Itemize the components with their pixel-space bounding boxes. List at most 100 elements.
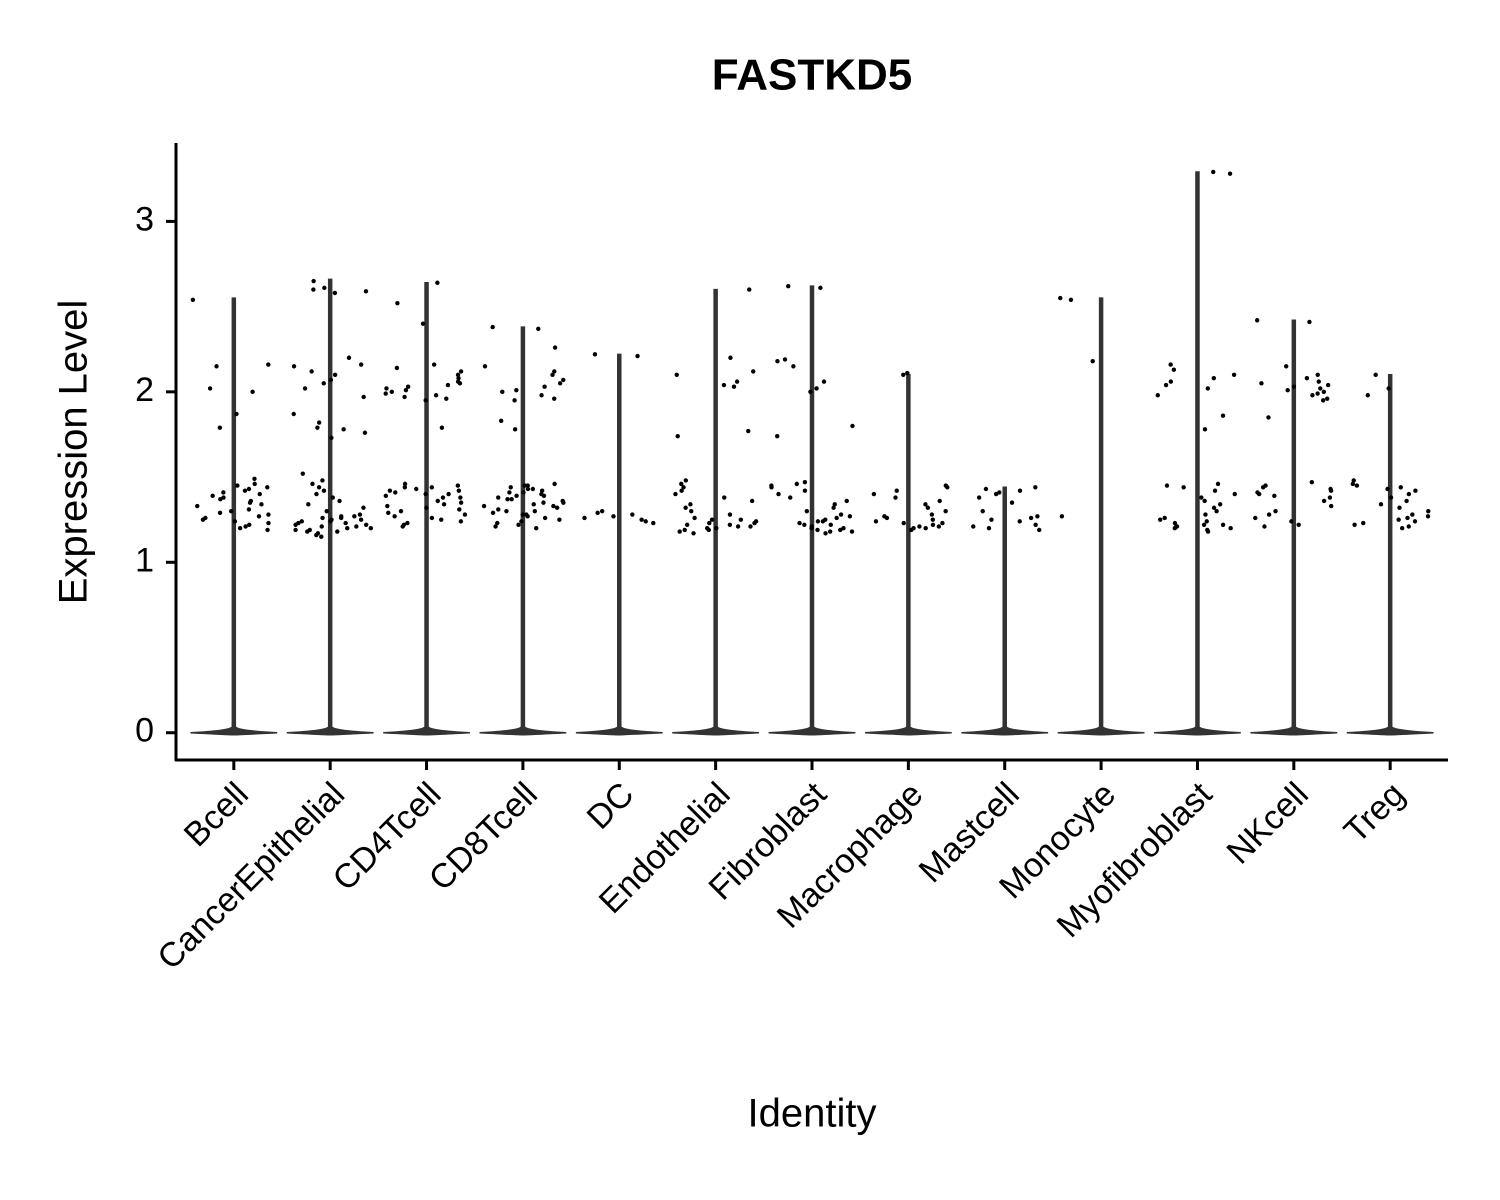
point [504, 508, 509, 514]
point [1009, 500, 1015, 505]
point [252, 476, 257, 481]
point [332, 290, 338, 296]
point [256, 514, 262, 519]
point [405, 520, 410, 526]
point [1329, 503, 1334, 509]
point [557, 517, 562, 522]
point [441, 502, 447, 507]
point [1211, 169, 1216, 175]
point [266, 362, 271, 367]
x-tick-label: Treg [1337, 775, 1412, 850]
point [335, 529, 340, 534]
point [1228, 525, 1233, 531]
point [923, 525, 928, 531]
point [455, 372, 461, 378]
point [1035, 514, 1040, 519]
point [265, 527, 270, 533]
point [1406, 524, 1411, 529]
point [519, 519, 524, 524]
point [354, 524, 359, 529]
point [320, 478, 325, 483]
point [1058, 295, 1063, 301]
point [521, 490, 526, 495]
point [1399, 525, 1405, 531]
violin [864, 374, 952, 736]
point [389, 389, 395, 395]
point [300, 471, 305, 476]
point [582, 515, 587, 521]
point [383, 391, 388, 396]
point [1199, 495, 1204, 500]
point [1361, 520, 1366, 526]
point [496, 495, 501, 500]
point [1215, 481, 1221, 487]
point [531, 502, 536, 507]
y-tick-label: 0 [135, 712, 154, 750]
point [1327, 495, 1333, 500]
point [818, 285, 823, 291]
point [769, 485, 774, 490]
point [429, 485, 435, 490]
point [1201, 522, 1207, 527]
point [293, 522, 298, 527]
point [414, 486, 419, 492]
point [337, 498, 342, 504]
point [403, 387, 409, 393]
point [989, 517, 994, 522]
point [1017, 488, 1023, 493]
point [794, 481, 800, 487]
point [1350, 481, 1356, 487]
point [400, 524, 405, 529]
point [439, 517, 444, 522]
violin [1346, 374, 1434, 736]
point [458, 500, 464, 505]
point [508, 485, 513, 490]
point [828, 522, 833, 527]
point [752, 520, 757, 526]
point [462, 512, 468, 517]
point [456, 376, 461, 381]
point [775, 433, 780, 439]
x-tick-label: NKcell [1219, 775, 1315, 871]
point [727, 522, 733, 527]
point [692, 515, 697, 521]
point [1365, 393, 1371, 398]
point [1320, 398, 1326, 403]
point [971, 524, 976, 529]
point [847, 514, 853, 519]
point [1289, 519, 1294, 524]
point [505, 497, 510, 502]
point [809, 525, 814, 531]
point [383, 493, 389, 499]
point [1033, 522, 1038, 527]
x-tick-label: CD8Tcell [422, 775, 545, 898]
point [635, 353, 640, 359]
point [299, 519, 305, 524]
point [1425, 514, 1431, 519]
point [691, 531, 696, 536]
point [446, 491, 451, 497]
point [643, 519, 648, 524]
violin [479, 326, 567, 736]
point [362, 430, 368, 435]
point [435, 498, 440, 504]
point [1262, 524, 1267, 529]
point [1412, 519, 1418, 524]
point [911, 525, 916, 531]
point [456, 488, 462, 493]
point [265, 485, 270, 490]
point [1272, 493, 1277, 499]
violin [1250, 319, 1338, 736]
point [706, 527, 711, 533]
point [976, 495, 982, 500]
point [1211, 505, 1217, 510]
point [1059, 514, 1065, 519]
point [749, 498, 755, 504]
point [431, 362, 437, 367]
violin [1057, 297, 1145, 736]
point [1413, 488, 1418, 493]
point [930, 517, 936, 522]
point [195, 503, 200, 509]
point [821, 379, 827, 384]
